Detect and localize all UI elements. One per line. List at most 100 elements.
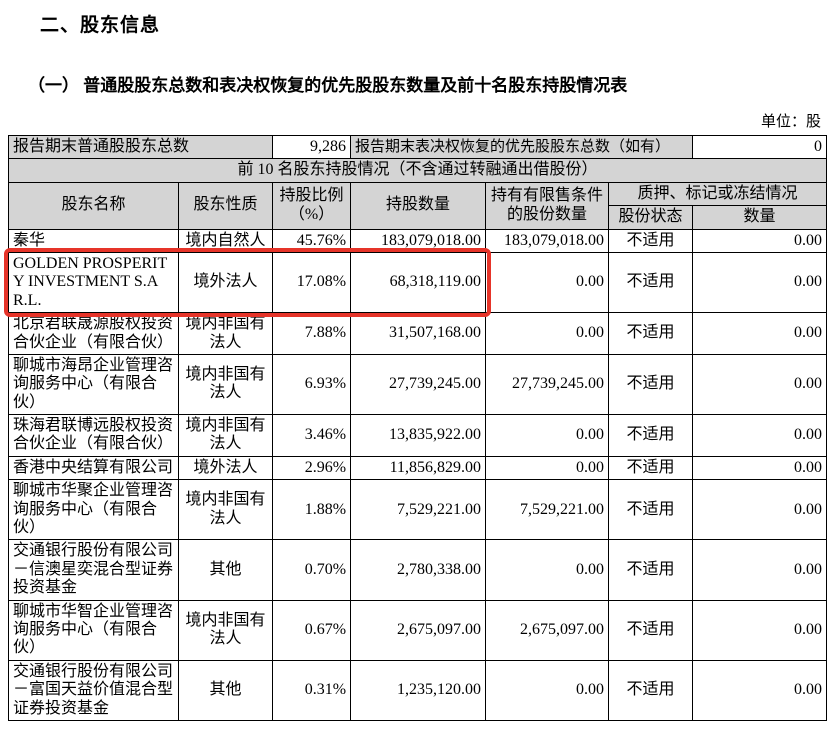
shareholder-name: 聊城市海昂企业管理咨询服务中心（有限合伙） — [8, 353, 179, 416]
restricted-shares: 0.00 — [485, 539, 610, 601]
shareholder-nature: 境外法人 — [177, 251, 274, 314]
unit-label: 单位：股 — [760, 114, 821, 130]
section-title: 二、股东信息 — [40, 15, 161, 36]
shareholder-row: 香港中央结算有限公司 境外法人 2.96% 11,856,829.00 0.00… — [8, 455, 828, 481]
col-header-pledge-status: 股份状态 — [608, 205, 694, 230]
common-holders-value: 9,286 — [272, 134, 352, 160]
pledge-status: 不适用 — [608, 659, 694, 721]
col-header-pledge-qty: 数量 — [692, 205, 828, 230]
column-header-row: 股东名称 股东性质 持股比例（%） 持股数量 持有有限售条件的股份数量 质押、标… — [8, 181, 828, 230]
shareholder-table: 报告期末普通股股东总数 9,286 报告期末表决权恢复的优先股股东总数（如有） … — [7, 134, 828, 721]
shares-held: 7,529,221.00 — [350, 479, 487, 541]
shareholder-row: 聊城市华智企业管理咨询服务中心（有限合伙） 境内非国有法人 0.67% 2,67… — [8, 599, 828, 661]
pledge-status: 不适用 — [608, 228, 694, 253]
pledge-qty: 0.00 — [692, 353, 828, 416]
shareholder-name: 秦华 — [8, 228, 179, 253]
shareholding-ratio: 7.88% — [272, 312, 352, 355]
shareholder-row: 交通银行股份有限公司－富国天益价值混合型证券投资基金 其他 0.31% 1,23… — [8, 659, 828, 721]
pledge-status: 不适用 — [608, 353, 694, 416]
shareholder-row: GOLDEN PROSPERITY INVESTMENT S.A R.L. 境外… — [8, 251, 828, 314]
pledge-status: 不适用 — [608, 539, 694, 601]
col-header-pledge-group: 质押、标记或冻结情况 — [608, 181, 828, 207]
pledge-qty: 0.00 — [692, 251, 828, 314]
shares-held: 27,739,245.00 — [350, 353, 487, 416]
pledge-status: 不适用 — [608, 599, 694, 661]
col-header-name: 股东名称 — [8, 181, 179, 230]
preferred-holders-label: 报告期末表决权恢复的优先股股东总数（如有） — [350, 134, 694, 160]
shareholder-row: 秦华 境内自然人 45.76% 183,079,018.00 183,079,0… — [8, 228, 828, 253]
restricted-shares: 2,675,097.00 — [485, 599, 610, 661]
shareholder-row: 北京君联晟源股权投资合伙企业（有限合伙） 境内非国有法人 7.88% 31,50… — [8, 312, 828, 355]
shareholding-ratio: 0.67% — [272, 599, 352, 661]
col-header-ratio: 持股比例（%） — [272, 181, 352, 230]
shareholder-row: 聊城市华聚企业管理咨询服务中心（有限合伙） 境内非国有法人 1.88% 7,52… — [8, 479, 828, 541]
shareholding-ratio: 0.70% — [272, 539, 352, 601]
col-header-shares: 持股数量 — [350, 181, 487, 230]
subsection-title: （一） 普通股股东总数和表决权恢复的优先股股东数量及前十名股东持股情况表 — [28, 76, 628, 95]
shareholding-ratio: 45.76% — [272, 228, 352, 253]
summary-row: 报告期末普通股股东总数 9,286 报告期末表决权恢复的优先股股东总数（如有） … — [7, 134, 828, 160]
shares-held: 13,835,922.00 — [350, 414, 487, 457]
col-header-restricted: 持有有限售条件的股份数量 — [485, 181, 610, 230]
shareholder-row: 聊城市海昂企业管理咨询服务中心（有限合伙） 境内非国有法人 6.93% 27,7… — [8, 353, 828, 416]
pledge-qty: 0.00 — [692, 228, 828, 253]
common-holders-label: 报告期末普通股股东总数 — [7, 134, 274, 160]
pledge-qty: 0.00 — [692, 599, 828, 661]
shareholder-nature: 境内非国有法人 — [177, 312, 274, 355]
shareholder-nature: 境外法人 — [177, 455, 274, 481]
shares-held: 2,675,097.00 — [350, 599, 487, 661]
shareholding-ratio: 0.31% — [272, 659, 352, 721]
restricted-shares: 0.00 — [485, 251, 610, 314]
shares-held: 68,318,119.00 — [350, 251, 487, 314]
pledge-qty: 0.00 — [692, 312, 828, 355]
shareholder-name: GOLDEN PROSPERITY INVESTMENT S.A R.L. — [8, 251, 179, 314]
shareholder-name: 香港中央结算有限公司 — [8, 455, 179, 481]
restricted-shares: 0.00 — [485, 312, 610, 355]
pledge-qty: 0.00 — [692, 455, 828, 481]
shareholder-nature: 其他 — [177, 539, 274, 601]
shareholding-ratio: 1.88% — [272, 479, 352, 541]
shareholding-ratio: 3.46% — [272, 414, 352, 457]
restricted-shares: 183,079,018.00 — [485, 228, 610, 253]
shares-held: 31,507,168.00 — [350, 312, 487, 355]
pledge-status: 不适用 — [608, 455, 694, 481]
shares-held: 1,235,120.00 — [350, 659, 487, 721]
shareholder-row: 珠海君联博远股权投资合伙企业（有限合伙） 境内非国有法人 3.46% 13,83… — [8, 414, 828, 457]
pledge-status: 不适用 — [608, 479, 694, 541]
pledge-qty: 0.00 — [692, 539, 828, 601]
shareholder-name: 交通银行股份有限公司－富国天益价值混合型证券投资基金 — [8, 659, 179, 721]
shareholder-nature: 境内自然人 — [177, 228, 274, 253]
top10-section-header: 前 10 名股东持股情况（不含通过转融通出借股份） — [7, 158, 828, 183]
shareholding-ratio: 17.08% — [272, 251, 352, 314]
pledge-qty: 0.00 — [692, 414, 828, 457]
table-section-header-row: 前 10 名股东持股情况（不含通过转融通出借股份） — [7, 158, 828, 183]
pledge-status: 不适用 — [608, 312, 694, 355]
pledge-status: 不适用 — [608, 414, 694, 457]
shareholder-name: 聊城市华聚企业管理咨询服务中心（有限合伙） — [8, 479, 179, 541]
shareholding-ratio: 6.93% — [272, 353, 352, 416]
shareholder-name: 北京君联晟源股权投资合伙企业（有限合伙） — [8, 312, 179, 355]
pledge-qty: 0.00 — [692, 659, 828, 721]
restricted-shares: 0.00 — [485, 455, 610, 481]
shareholder-name: 聊城市华智企业管理咨询服务中心（有限合伙） — [8, 599, 179, 661]
shareholder-name: 珠海君联博远股权投资合伙企业（有限合伙） — [8, 414, 179, 457]
shareholder-nature: 境内非国有法人 — [177, 353, 274, 416]
shares-held: 2,780,338.00 — [350, 539, 487, 601]
restricted-shares: 0.00 — [485, 659, 610, 721]
restricted-shares: 27,739,245.00 — [485, 353, 610, 416]
restricted-shares: 0.00 — [485, 414, 610, 457]
shareholder-nature: 境内非国有法人 — [177, 414, 274, 457]
shares-held: 183,079,018.00 — [350, 228, 487, 253]
shareholder-nature: 境内非国有法人 — [177, 479, 274, 541]
shareholder-nature: 境内非国有法人 — [177, 599, 274, 661]
preferred-holders-value: 0 — [692, 134, 828, 160]
shares-held: 11,856,829.00 — [350, 455, 487, 481]
pledge-qty: 0.00 — [692, 479, 828, 541]
col-header-nature: 股东性质 — [177, 181, 274, 230]
shareholder-nature: 其他 — [177, 659, 274, 721]
restricted-shares: 7,529,221.00 — [485, 479, 610, 541]
shareholder-name: 交通银行股份有限公司－信澳星奕混合型证券投资基金 — [8, 539, 179, 601]
pledge-status: 不适用 — [608, 251, 694, 314]
shareholding-ratio: 2.96% — [272, 455, 352, 481]
